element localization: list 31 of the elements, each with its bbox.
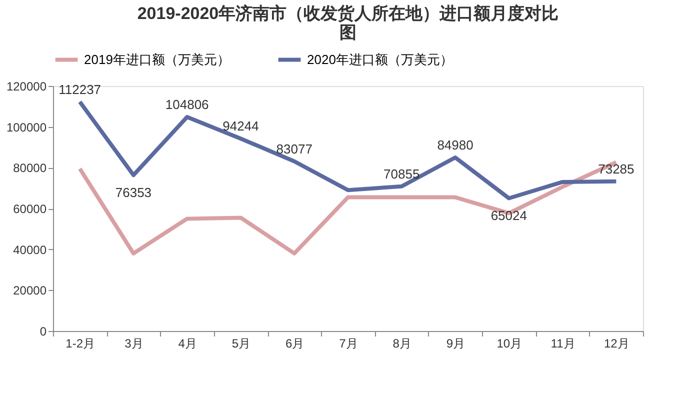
data-label: 94244 [222,118,259,134]
text: 图 [340,23,356,42]
x-tick-label: 3月 [124,336,144,350]
data-label: 65024 [490,208,527,224]
y-tick-label: 120000 [6,80,47,94]
x-tick-label: 7月 [339,336,358,350]
y-tick-label: 100000 [6,120,47,134]
y-tick-label: 60000 [13,202,47,216]
data-label: 76353 [115,185,152,200]
x-tick-label: 5月 [232,336,251,350]
data-label: 84980 [437,138,474,152]
x-tick-label: 11月 [550,336,576,350]
data-label: 112237 [58,82,102,97]
legend-label: 2019年进口额（万美元） [84,52,230,67]
y-tick-label: 40000 [13,242,47,257]
x-tick-label: 4月 [178,336,197,350]
data-label: 104806 [165,97,209,112]
data-label: 73285 [598,161,634,176]
x-tick-label: 6月 [286,336,304,350]
y-tick-label: 20000 [13,284,47,298]
legend-label: 2020年进口额（万美元） [307,52,453,67]
data-label: 83077 [276,141,312,156]
x-tick-label: 8月 [392,336,412,350]
x-tick-label: 10月 [496,336,522,350]
y-tick-label: 80000 [13,161,47,176]
x-tick-label: 12月 [604,336,630,350]
x-tick-label: 9月 [446,336,466,350]
text: 2019-2020年济南市（收发货人所在地）进口额月度对比 [137,4,559,23]
x-tick-label: 1-2月 [66,336,95,350]
y-tick-label: 0 [40,324,47,338]
data-label: 70855 [384,166,420,182]
